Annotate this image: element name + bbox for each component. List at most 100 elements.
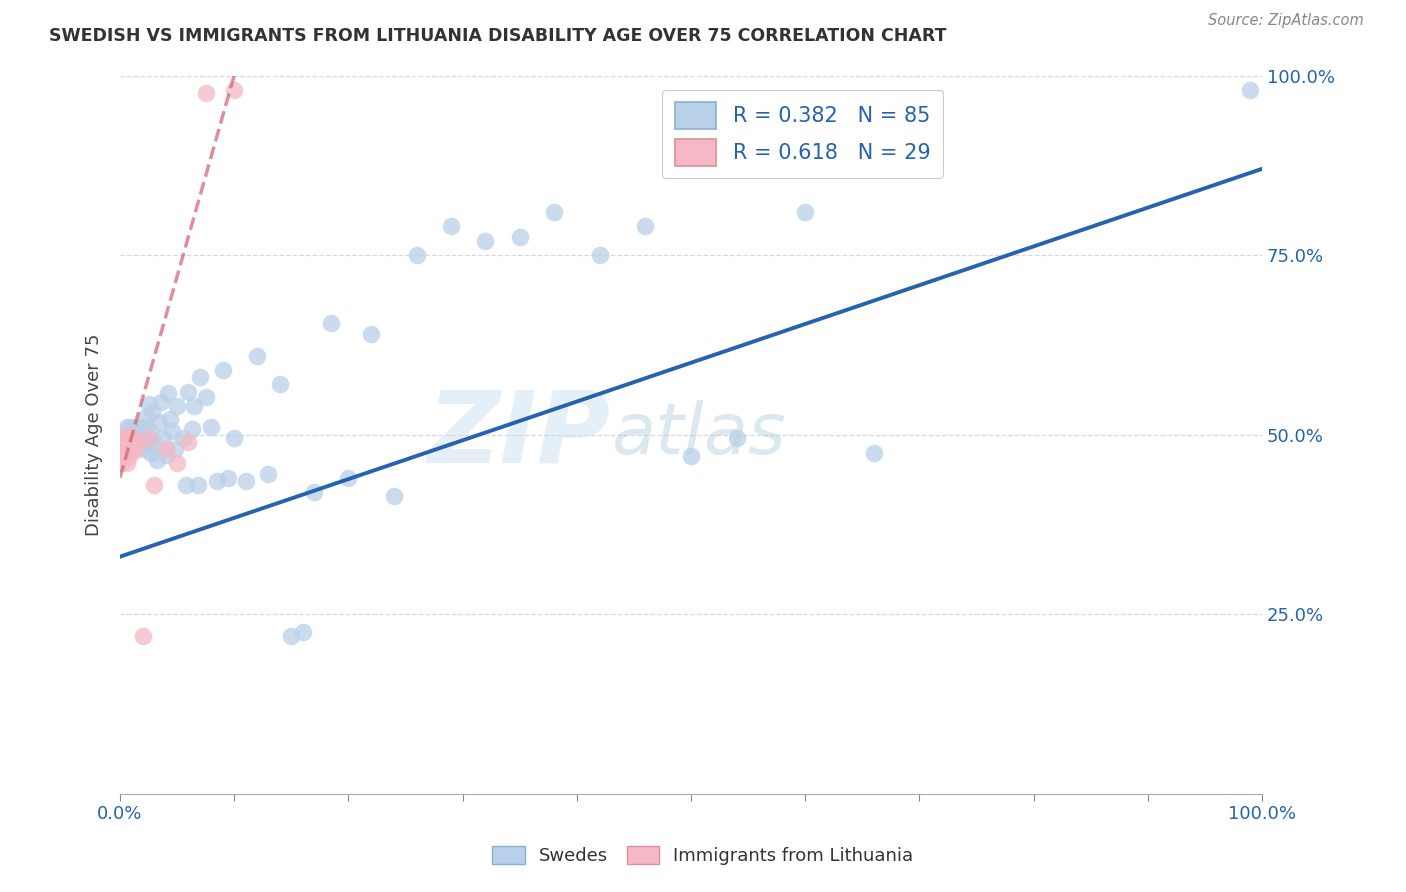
Point [120, 434, 142, 449]
Point [166, 399, 188, 413]
Point [125, 429, 148, 443]
Point [118, 436, 141, 450]
Point [115, 420, 138, 434]
Point [224, 83, 246, 97]
Point [138, 431, 160, 445]
Point [124, 443, 146, 458]
Point [115, 436, 138, 450]
Point [120, 443, 142, 458]
Point [257, 467, 280, 481]
Point [118, 436, 141, 450]
Point [162, 424, 184, 438]
Point [114, 427, 136, 442]
Point [143, 436, 166, 450]
Point [155, 442, 177, 456]
Point [117, 443, 139, 458]
Point [360, 327, 382, 342]
Point [280, 629, 302, 643]
Point [115, 456, 138, 470]
Point [127, 436, 149, 450]
Point [183, 399, 205, 413]
Text: SWEDISH VS IMMIGRANTS FROM LITHUANIA DISABILITY AGE OVER 75 CORRELATION CHART: SWEDISH VS IMMIGRANTS FROM LITHUANIA DIS… [49, 27, 946, 45]
Point [217, 471, 239, 485]
Point [634, 219, 657, 234]
Point [111, 449, 134, 463]
Point [291, 625, 314, 640]
Point [120, 431, 142, 445]
Point [120, 434, 142, 448]
Point [122, 434, 145, 448]
Point [110, 456, 132, 470]
Point [166, 456, 188, 470]
Point [194, 390, 217, 404]
Point [145, 452, 167, 467]
Point [148, 415, 170, 429]
Point [200, 420, 222, 434]
Legend: R = 0.382   N = 85, R = 0.618   N = 29: R = 0.382 N = 85, R = 0.618 N = 29 [662, 89, 943, 178]
Point [110, 449, 132, 463]
Point [118, 449, 141, 463]
Point [302, 485, 325, 500]
Point [112, 431, 135, 445]
Point [235, 475, 257, 489]
Point [129, 438, 152, 452]
Text: atlas: atlas [612, 401, 786, 469]
Point [194, 87, 217, 101]
Text: ZIP: ZIP [427, 386, 612, 483]
Point [1239, 83, 1261, 97]
Point [138, 397, 160, 411]
Point [117, 427, 139, 442]
Point [121, 443, 143, 458]
Point [405, 248, 427, 262]
Point [163, 442, 186, 456]
Point [321, 316, 343, 330]
Point [121, 436, 143, 450]
Point [382, 489, 405, 503]
Point [122, 426, 145, 441]
Point [112, 442, 135, 456]
Point [150, 395, 173, 409]
Point [159, 412, 181, 426]
Point [120, 424, 142, 438]
Point [112, 442, 135, 456]
Point [117, 443, 139, 458]
Point [337, 471, 360, 485]
Point [122, 434, 145, 448]
Point [118, 427, 141, 442]
Point [139, 445, 162, 459]
Point [224, 431, 246, 445]
Point [132, 442, 155, 456]
Point [138, 424, 160, 438]
Point [127, 431, 149, 445]
Point [114, 443, 136, 458]
Point [120, 442, 142, 456]
Point [188, 370, 211, 384]
Point [474, 234, 496, 248]
Point [135, 409, 157, 424]
Point [174, 478, 197, 492]
Point [725, 431, 748, 445]
Point [152, 431, 174, 445]
Point [143, 478, 166, 492]
Point [180, 422, 202, 436]
Point [114, 438, 136, 452]
Point [679, 449, 702, 463]
Point [862, 445, 884, 459]
Point [132, 629, 155, 643]
Point [131, 431, 153, 445]
Point [124, 438, 146, 452]
Point [440, 219, 463, 234]
Point [177, 434, 200, 449]
Legend: Swedes, Immigrants from Lithuania: Swedes, Immigrants from Lithuania [485, 838, 921, 872]
Point [211, 363, 233, 377]
Point [136, 434, 159, 449]
Point [120, 431, 142, 445]
Point [114, 434, 136, 449]
Point [121, 436, 143, 450]
Point [114, 431, 136, 445]
Text: Source: ZipAtlas.com: Source: ZipAtlas.com [1208, 13, 1364, 29]
Point [120, 420, 142, 434]
Point [588, 248, 610, 262]
Point [205, 475, 228, 489]
Point [172, 431, 194, 445]
